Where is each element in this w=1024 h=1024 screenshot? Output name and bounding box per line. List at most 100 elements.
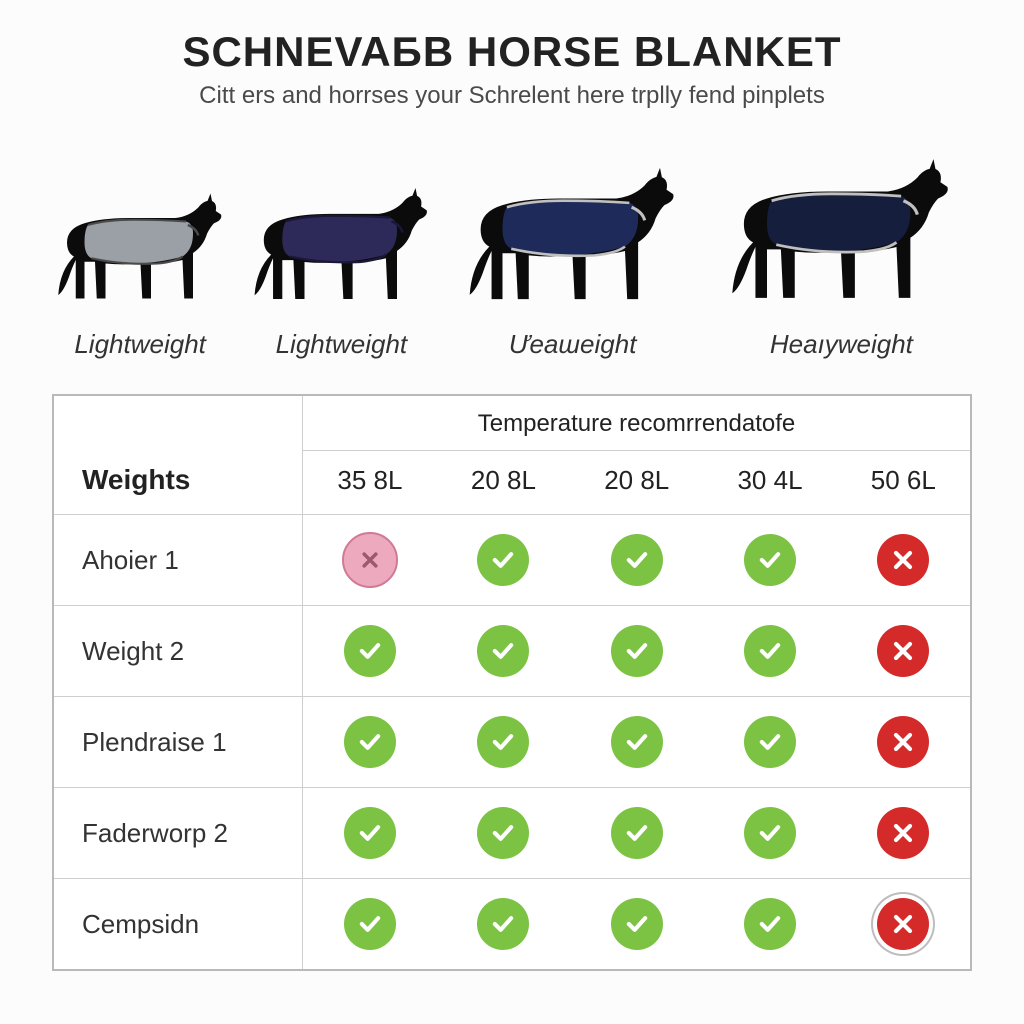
status-icon: [877, 534, 929, 586]
status-icon: [877, 898, 929, 950]
cross-icon: [889, 728, 917, 756]
status-icon: [877, 716, 929, 768]
check-icon: [489, 819, 517, 847]
table-row: Faderworp 2: [54, 788, 970, 879]
status-icon: [611, 807, 663, 859]
horse-label: Heaıyweight: [770, 329, 913, 360]
status-cell: [703, 879, 836, 970]
status-cell: [570, 788, 703, 879]
column-header: 20 8L: [437, 451, 570, 515]
status-icon: [477, 898, 529, 950]
horse-column: Lightweight: [249, 166, 434, 360]
cross-icon: [889, 637, 917, 665]
status-cell: [703, 788, 836, 879]
status-icon: [744, 625, 796, 677]
status-icon: [877, 625, 929, 677]
horse-column: Lightweight: [53, 171, 228, 360]
status-cell: [837, 515, 970, 606]
row-label: Weight 2: [54, 606, 303, 697]
status-icon: [477, 534, 529, 586]
status-icon: [344, 716, 396, 768]
horse-label: Lightweight: [74, 329, 206, 360]
check-icon: [756, 546, 784, 574]
status-cell: [703, 697, 836, 788]
status-icon: [744, 716, 796, 768]
status-icon: [877, 807, 929, 859]
status-icon: [611, 625, 663, 677]
status-cell: [303, 515, 437, 606]
row-label: Ahoier 1: [54, 515, 303, 606]
column-header: 20 8L: [570, 451, 703, 515]
status-cell: [303, 697, 437, 788]
check-icon: [756, 910, 784, 938]
check-icon: [623, 546, 651, 574]
status-icon: [744, 898, 796, 950]
status-cell: [570, 879, 703, 970]
check-icon: [489, 910, 517, 938]
row-label: Faderworp 2: [54, 788, 303, 879]
page-title: SCHNEVAБB HORSE BLANKET: [32, 28, 992, 76]
check-icon: [356, 637, 384, 665]
check-icon: [356, 910, 384, 938]
table-row: Cempsidn: [54, 879, 970, 970]
status-cell: [837, 788, 970, 879]
cross-icon: [889, 546, 917, 574]
page-subtitle: Citt ers and horrses your Schrelent here…: [32, 82, 992, 110]
column-header: 30 4L: [703, 451, 836, 515]
check-icon: [489, 546, 517, 574]
status-icon: [611, 898, 663, 950]
status-icon: [477, 716, 529, 768]
status-cell: [437, 879, 570, 970]
horse-row: Lightweight Lightweight Ưeaɯeight: [32, 136, 992, 360]
status-icon: [744, 534, 796, 586]
horse-label: Ưeaɯeight: [509, 329, 637, 360]
horse-column: Ưeaɯeight: [455, 146, 690, 360]
status-cell: [303, 606, 437, 697]
check-icon: [756, 728, 784, 756]
status-cell: [570, 697, 703, 788]
horse-icon: [249, 166, 434, 321]
table-row: Plendraise 1: [54, 697, 970, 788]
check-icon: [623, 819, 651, 847]
status-cell: [703, 515, 836, 606]
status-icon: [344, 807, 396, 859]
status-cell: [437, 606, 570, 697]
cross-icon: [356, 546, 384, 574]
cross-icon: [889, 910, 917, 938]
status-cell: [570, 515, 703, 606]
check-icon: [356, 819, 384, 847]
status-icon: [344, 898, 396, 950]
status-cell: [303, 879, 437, 970]
status-icon: [342, 532, 398, 588]
horse-icon: [455, 146, 690, 321]
status-icon: [344, 625, 396, 677]
status-cell: [703, 606, 836, 697]
cross-icon: [889, 819, 917, 847]
temperature-table: Weights Temperature recomrrendatofe 35 8…: [52, 394, 972, 971]
row-label: Cempsidn: [54, 879, 303, 970]
check-icon: [756, 819, 784, 847]
status-cell: [837, 879, 970, 970]
status-cell: [570, 606, 703, 697]
table-row: Ahoier 1: [54, 515, 970, 606]
check-icon: [489, 637, 517, 665]
status-cell: [437, 515, 570, 606]
column-header: 35 8L: [303, 451, 437, 515]
table-row: Weight 2: [54, 606, 970, 697]
horse-label: Lightweight: [276, 329, 408, 360]
status-icon: [477, 807, 529, 859]
status-icon: [477, 625, 529, 677]
status-cell: [437, 788, 570, 879]
status-cell: [837, 606, 970, 697]
check-icon: [489, 728, 517, 756]
check-icon: [756, 637, 784, 665]
weights-header: Weights: [54, 396, 303, 515]
horse-column: Heaıyweight: [711, 136, 971, 360]
status-cell: [303, 788, 437, 879]
status-cell: [437, 697, 570, 788]
status-icon: [611, 716, 663, 768]
check-icon: [356, 728, 384, 756]
check-icon: [623, 728, 651, 756]
status-icon: [611, 534, 663, 586]
horse-icon: [711, 136, 971, 321]
